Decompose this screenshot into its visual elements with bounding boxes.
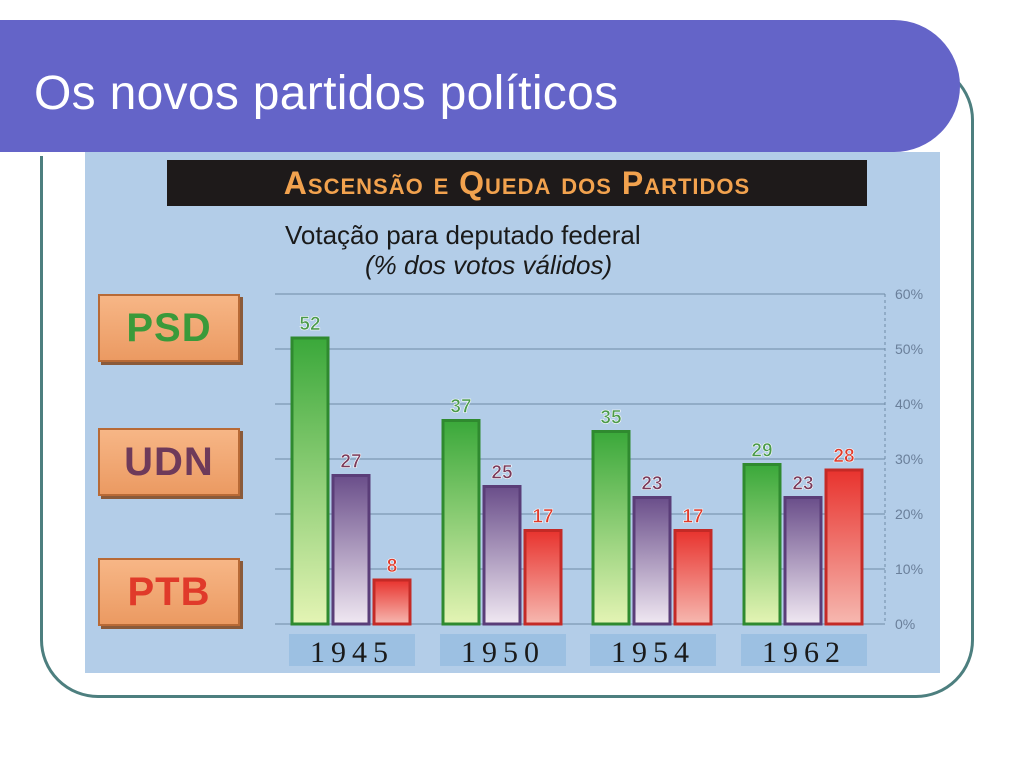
legend-udn: UDN	[98, 428, 240, 496]
y-tick-label: 0%	[895, 616, 915, 632]
legend-udn-label: UDN	[124, 439, 214, 484]
chart-header-text: Ascensão e Queda dos Partidos	[283, 164, 751, 201]
data-label-psd-1950: 37	[450, 397, 471, 418]
data-label-ptb-1945: 8	[387, 556, 398, 577]
category-plate	[289, 634, 415, 666]
category-label-1950: 1950	[461, 636, 545, 669]
category-label-1954: 1954	[611, 636, 695, 669]
chart-subtitle: (% dos votos válidos)	[365, 250, 613, 280]
bar-udn-1945	[331, 474, 371, 626]
slide-title: Os novos partidos políticos	[34, 67, 619, 120]
y-tick-label: 60%	[895, 286, 923, 302]
data-label-udn-1954: 23	[641, 474, 662, 495]
data-label-udn-1950: 25	[491, 463, 513, 484]
data-label-ptb-1954: 17	[682, 507, 703, 528]
bar-psd-1945	[290, 336, 330, 626]
bar-psd-1950	[441, 419, 481, 626]
data-label-ptb-1962: 28	[833, 446, 854, 467]
bar-chart: 52 27 8 37 25 17 35 23 17 29 23 28 0% 10% 20% 30% 40% 50…	[275, 286, 923, 669]
category-label-1962: 1962	[762, 636, 846, 669]
bar-udn-1950	[482, 485, 522, 626]
bar-ptb-1962	[824, 468, 864, 626]
y-tick-label: 20%	[895, 506, 923, 522]
title-banner: Os novos partidos políticos	[0, 20, 960, 156]
data-label-udn-1945: 27	[340, 452, 361, 473]
bar-psd-1962	[742, 463, 782, 626]
y-tick-label: 50%	[895, 341, 923, 357]
chart-title: Votação para deputado federal	[285, 220, 641, 250]
chart-image: 52 27 8 37 25 17 35 23 17 29 23 28 0% 10% 20% 30% 40% 50…	[85, 152, 940, 673]
legend-psd: PSD	[98, 294, 240, 362]
legend-psd-label: PSD	[126, 305, 212, 350]
bar-udn-1962	[783, 496, 823, 626]
data-label-udn-1962: 23	[792, 474, 813, 495]
legend-ptb: PTB	[98, 558, 240, 626]
bar-psd-1954	[591, 430, 631, 626]
data-label-ptb-1950: 17	[532, 507, 553, 528]
category-plate	[590, 634, 716, 666]
chart-header: Ascensão e Queda dos Partidos	[167, 160, 867, 206]
category-plate	[741, 634, 867, 666]
y-tick-label: 10%	[895, 561, 923, 577]
data-label-psd-1945: 52	[299, 314, 320, 335]
legend-ptb-label: PTB	[127, 569, 211, 614]
y-tick-label: 40%	[895, 396, 923, 412]
data-label-psd-1962: 29	[751, 441, 772, 462]
bar-ptb-1950	[523, 529, 563, 626]
bar-ptb-1954	[673, 529, 713, 626]
bar-udn-1954	[632, 496, 672, 626]
bar-ptb-1945	[372, 578, 412, 626]
data-label-psd-1954: 35	[600, 408, 622, 429]
category-plate	[440, 634, 566, 666]
y-tick-label: 30%	[895, 451, 923, 467]
category-label-1945: 1945	[310, 636, 394, 669]
